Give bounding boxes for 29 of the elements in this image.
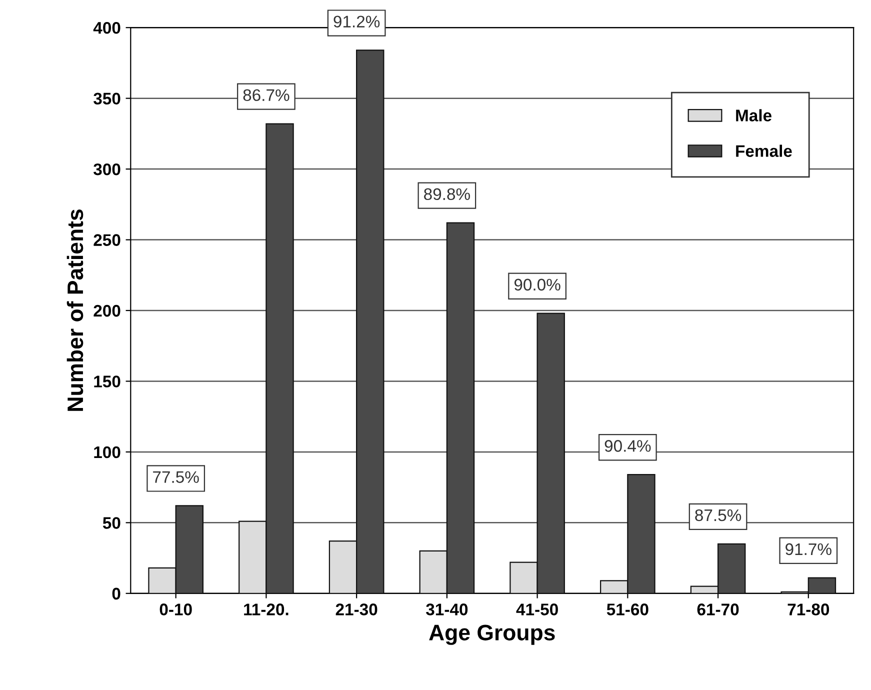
y-tick-label: 0 (112, 588, 120, 600)
annotation: 91.2% (334, 16, 380, 28)
annotation: 87.5% (695, 509, 742, 522)
y-axis-title: Number of Patients (66, 210, 84, 411)
annotation: 90.0% (514, 278, 560, 291)
y-tick-label: 200 (94, 304, 120, 317)
x-tick-label: 41-50 (516, 604, 558, 616)
annotation: 86.7% (243, 89, 290, 102)
x-tick-label: 31-40 (426, 604, 468, 616)
y-tick-label: 250 (94, 234, 120, 246)
y-tick-label: 300 (94, 163, 120, 176)
x-tick-label: 11-20. (244, 604, 288, 616)
annotation: 91.7% (786, 543, 832, 556)
annotation: 77.5% (153, 471, 199, 483)
y-tick-label: 400 (93, 22, 120, 34)
legend-label: Female (736, 144, 792, 157)
legend-label: Male (736, 109, 772, 122)
x-axis-title: Age Groups (429, 624, 555, 645)
y-tick-label: 150 (94, 376, 120, 388)
x-tick-label: 71-80 (788, 604, 830, 616)
x-tick-label: 61-70 (697, 604, 739, 616)
x-tick-label: 21-30 (336, 604, 378, 616)
x-tick-label: 0-10 (160, 604, 192, 616)
annotation: 89.8% (424, 188, 470, 200)
y-tick-label: 100 (94, 446, 120, 458)
y-tick-label: 350 (94, 92, 120, 105)
x-tick-label: 51-60 (606, 604, 648, 616)
annotation: 90.4% (604, 440, 651, 452)
y-tick-label: 50 (102, 517, 120, 529)
